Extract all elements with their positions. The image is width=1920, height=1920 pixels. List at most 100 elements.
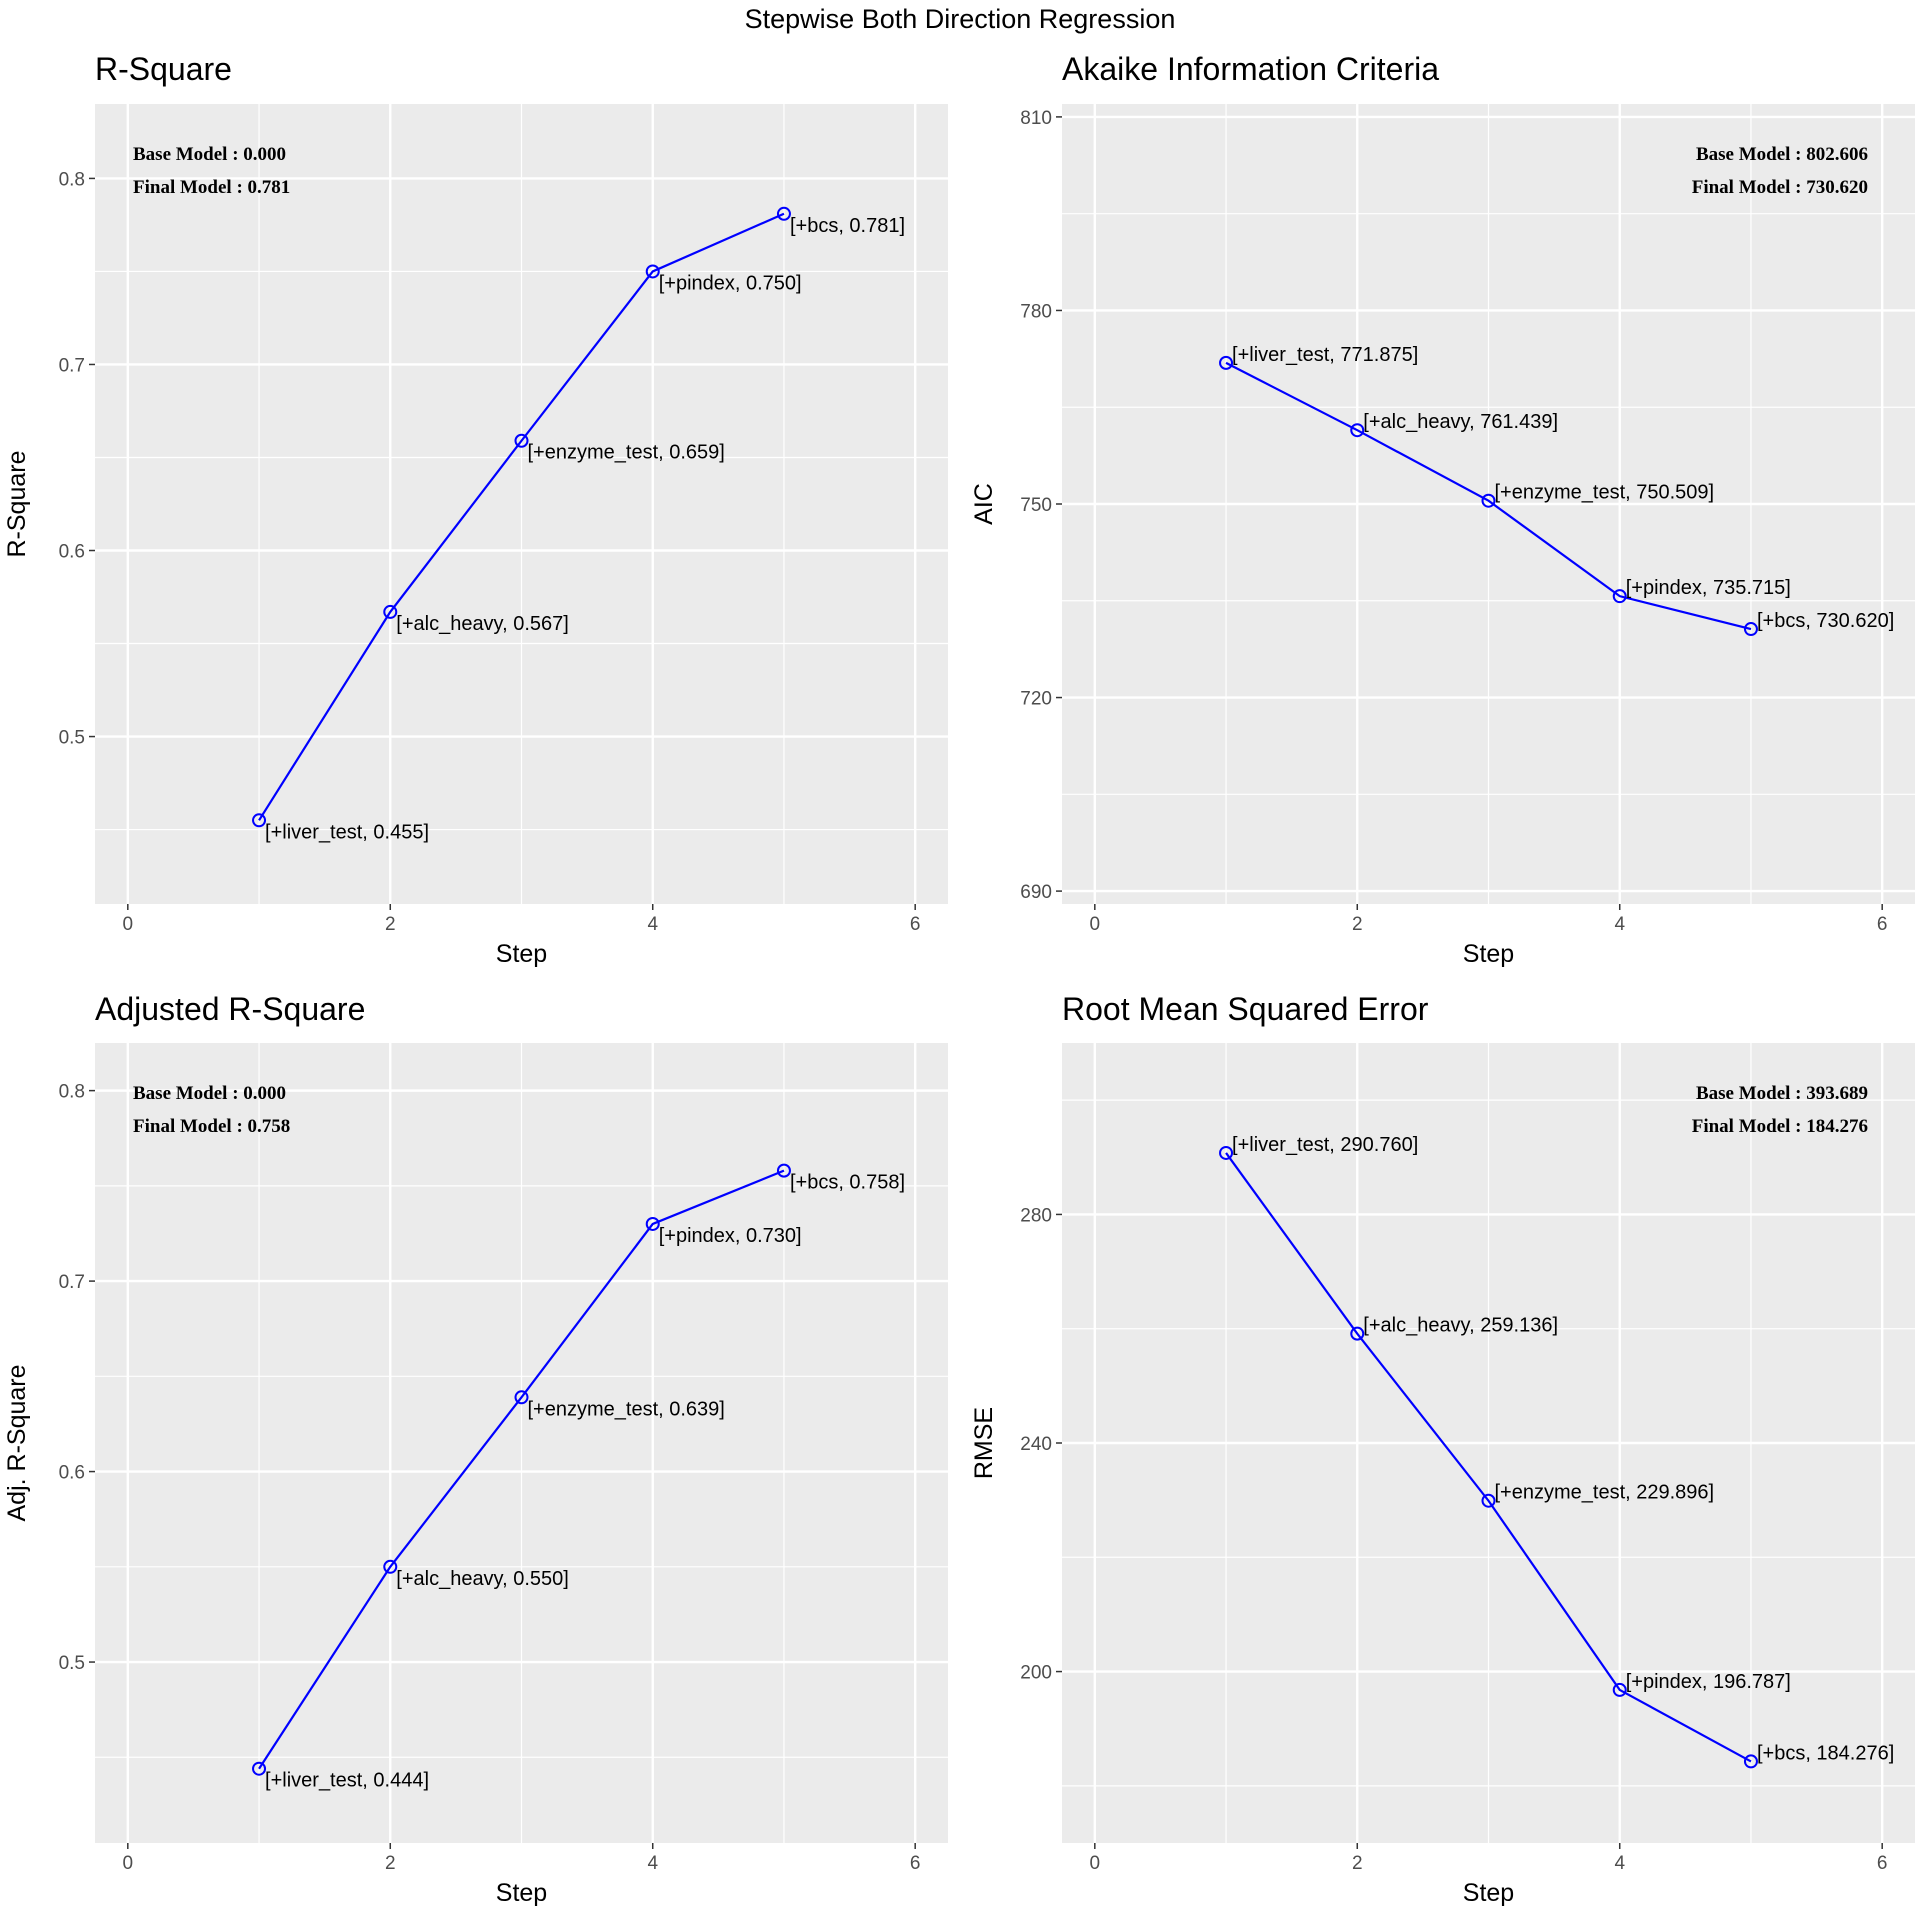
y-axis-title: R-Square — [3, 451, 31, 558]
y-tick-label: 0.5 — [59, 728, 85, 749]
data-label: [+alc_heavy, 0.550] — [396, 1568, 569, 1590]
x-tick-label: 4 — [1614, 914, 1625, 935]
data-label: [+liver_test, 290.760] — [1232, 1134, 1418, 1156]
x-tick-label: 6 — [1877, 914, 1888, 935]
data-point — [1612, 1682, 1627, 1697]
data-point — [776, 1163, 791, 1178]
panel-4: Root Mean Squared Error 0 2 4 6 200 240 280 Step… — [970, 991, 1915, 1907]
data-point — [645, 264, 660, 279]
panel-1: R-Square 0 2 4 6 0.5 0.6 0.7 0.8 Step R-Square [+li… — [3, 51, 948, 968]
data-point — [1481, 493, 1496, 508]
model-summary-line: Final Model : 0.781 — [133, 177, 290, 198]
y-tick-label: 0.6 — [59, 542, 85, 563]
data-label: [+bcs, 0.781] — [790, 215, 905, 237]
model-summary-line: Final Model : 730.620 — [1692, 177, 1868, 198]
x-tick-label: 2 — [1352, 914, 1363, 935]
data-point — [252, 813, 267, 828]
panel-title: Akaike Information Criteria — [1062, 51, 1439, 87]
data-label: [+enzyme_test, 0.659] — [528, 442, 725, 464]
x-axis-title: Step — [1463, 940, 1514, 968]
model-summary-line: Base Model : 0.000 — [133, 144, 286, 165]
x-tick-label: 0 — [1090, 1853, 1101, 1874]
data-label: [+bcs, 0.758] — [790, 1172, 905, 1194]
x-tick-label: 4 — [647, 914, 658, 935]
data-point — [1612, 589, 1627, 604]
data-label: [+enzyme_test, 229.896] — [1495, 1482, 1715, 1504]
data-point — [645, 1216, 660, 1231]
data-point — [514, 1390, 529, 1405]
data-label: [+pindex, 0.750] — [659, 272, 802, 294]
data-point — [1743, 1754, 1758, 1769]
x-tick-label: 6 — [1877, 1853, 1888, 1874]
data-point — [383, 604, 398, 619]
x-tick-label: 2 — [385, 1853, 396, 1874]
model-summary-line: Base Model : 0.000 — [133, 1083, 286, 1104]
data-label: [+pindex, 735.715] — [1626, 577, 1791, 599]
x-tick-label: 4 — [647, 1853, 658, 1874]
model-summary-line: Base Model : 393.689 — [1696, 1083, 1868, 1104]
series-line — [1225, 1152, 1752, 1763]
x-axis-title: Step — [1463, 1879, 1514, 1907]
y-tick-label: 200 — [1020, 1663, 1052, 1684]
panel-title: Adjusted R-Square — [95, 991, 365, 1027]
y-tick-label: 720 — [1020, 689, 1052, 710]
data-label: [+liver_test, 0.444] — [265, 1770, 429, 1792]
data-point — [252, 1761, 267, 1776]
data-label: [+liver_test, 771.875] — [1232, 344, 1418, 366]
data-point — [1219, 1145, 1234, 1160]
x-tick-label: 6 — [910, 1853, 921, 1874]
x-tick-label: 2 — [1352, 1853, 1363, 1874]
model-summary-line: Final Model : 0.758 — [133, 1116, 290, 1137]
x-axis-title: Step — [496, 940, 547, 968]
data-label: [+bcs, 184.276] — [1757, 1742, 1894, 1764]
y-tick-label: 780 — [1020, 301, 1052, 322]
y-tick-label: 0.8 — [59, 169, 85, 190]
y-axis-title: AIC — [970, 483, 998, 525]
data-point — [514, 433, 529, 448]
y-axis-title: Adj. R-Square — [3, 1364, 31, 1521]
figure-title: Stepwise Both Direction Regression — [744, 4, 1176, 34]
x-tick-label: 2 — [385, 914, 396, 935]
y-tick-label: 0.5 — [59, 1653, 85, 1674]
data-label: [+bcs, 730.620] — [1757, 610, 1894, 632]
x-axis-title: Step — [496, 1879, 547, 1907]
y-tick-label: 810 — [1020, 108, 1052, 129]
y-tick-label: 690 — [1020, 882, 1052, 903]
y-axis-title: RMSE — [970, 1407, 998, 1479]
data-label: [+alc_heavy, 761.439] — [1363, 411, 1558, 433]
y-tick-label: 0.8 — [59, 1082, 85, 1103]
data-label: [+enzyme_test, 0.639] — [528, 1398, 725, 1420]
panel-title: R-Square — [95, 51, 232, 87]
y-tick-label: 280 — [1020, 1205, 1052, 1226]
y-tick-label: 0.7 — [59, 355, 85, 376]
y-tick-label: 0.7 — [59, 1272, 85, 1293]
model-summary-line: Base Model : 802.606 — [1696, 144, 1868, 165]
data-label: [+pindex, 0.730] — [659, 1225, 802, 1247]
x-tick-label: 0 — [123, 1853, 134, 1874]
data-point — [1481, 1493, 1496, 1508]
data-label: [+liver_test, 0.455] — [265, 821, 429, 843]
data-label: [+pindex, 196.787] — [1626, 1671, 1791, 1693]
x-tick-label: 0 — [1090, 914, 1101, 935]
y-tick-label: 240 — [1020, 1434, 1052, 1455]
data-label: [+alc_heavy, 0.567] — [396, 613, 569, 635]
data-point — [1350, 423, 1365, 438]
data-point — [1743, 622, 1758, 637]
data-point — [1350, 1326, 1365, 1341]
panel-2: Akaike Information Criteria 0 2 4 6 690 720 750… — [970, 51, 1915, 968]
data-label: [+alc_heavy, 259.136] — [1363, 1315, 1558, 1337]
y-tick-label: 750 — [1020, 495, 1052, 516]
series-line — [258, 1169, 785, 1770]
data-point — [383, 1559, 398, 1574]
x-tick-label: 4 — [1614, 1853, 1625, 1874]
model-summary-line: Final Model : 184.276 — [1692, 1116, 1868, 1137]
x-tick-label: 0 — [123, 914, 134, 935]
data-point — [1219, 355, 1234, 370]
data-label: [+enzyme_test, 750.509] — [1495, 482, 1715, 504]
series-line — [1225, 361, 1752, 631]
panel-title: Root Mean Squared Error — [1062, 991, 1429, 1027]
series-line — [258, 212, 785, 821]
data-point — [776, 206, 791, 221]
y-tick-label: 0.6 — [59, 1463, 85, 1484]
